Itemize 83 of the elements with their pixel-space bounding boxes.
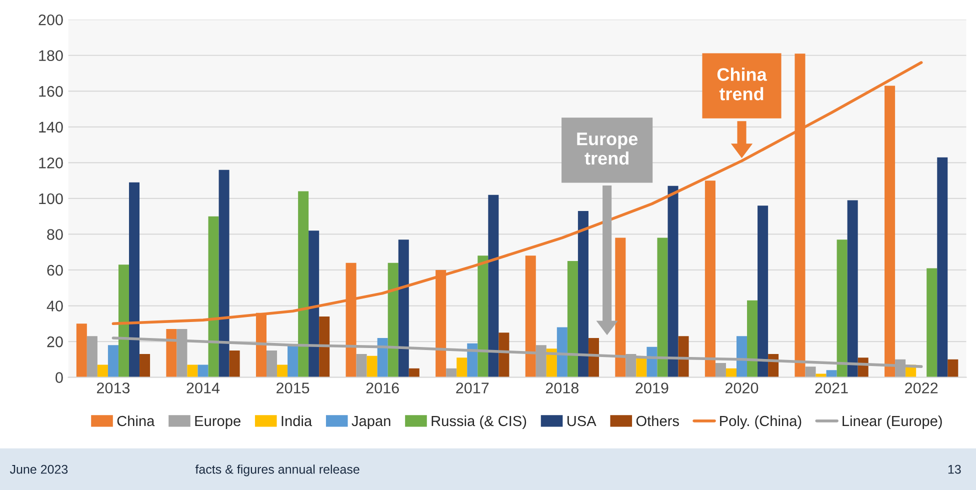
legend-label: India xyxy=(282,415,312,426)
x-tick-label: 2018 xyxy=(546,382,579,394)
bar xyxy=(758,206,768,378)
y-tick-label: 20 xyxy=(47,336,63,348)
bar xyxy=(118,264,129,378)
bar xyxy=(218,170,230,378)
bar xyxy=(377,338,388,378)
annotation: Europe trend xyxy=(577,132,638,165)
legend-label: Poly. (China) xyxy=(720,415,802,430)
x-tick-label: 2013 xyxy=(96,382,130,394)
x-tick-label: 2016 xyxy=(366,382,399,394)
bar xyxy=(398,240,409,378)
bar xyxy=(847,200,858,378)
x-tick-label: 2022 xyxy=(905,382,938,394)
y-tick-label: 120 xyxy=(39,158,63,168)
bar xyxy=(567,261,578,378)
y-tick-label: 160 xyxy=(39,86,63,97)
bar xyxy=(76,324,87,378)
x-tick-label: 2020 xyxy=(726,382,758,394)
x-tick-label: 2015 xyxy=(276,382,310,394)
bar xyxy=(187,364,198,378)
x-tick-label: 2014 xyxy=(186,382,220,394)
bar xyxy=(166,329,177,378)
bar xyxy=(736,336,748,378)
y-tick-label: 180 xyxy=(39,50,63,62)
x-tick-label: 2021 xyxy=(815,382,848,394)
bar xyxy=(86,336,98,378)
bar xyxy=(747,300,758,378)
bar xyxy=(288,345,298,378)
annotation: China trend xyxy=(717,68,767,100)
bar xyxy=(208,216,219,378)
bar xyxy=(478,256,488,378)
bar xyxy=(277,364,288,378)
text: June 2023 xyxy=(10,464,68,474)
bar xyxy=(525,256,536,378)
x-tick-label: 2017 xyxy=(456,382,489,394)
bar xyxy=(926,268,938,378)
legend-label: USA xyxy=(567,416,596,426)
bar xyxy=(657,238,668,378)
y-tick-label: 80 xyxy=(47,229,63,240)
text: 13 xyxy=(948,464,961,474)
bar xyxy=(97,364,108,378)
bar xyxy=(308,230,320,378)
bar xyxy=(198,364,208,378)
bar xyxy=(836,240,848,378)
bar xyxy=(636,358,647,378)
bar xyxy=(668,186,678,378)
bar xyxy=(128,182,140,378)
x-tick-label: 2019 xyxy=(636,382,668,394)
bar xyxy=(948,359,958,378)
legend-label: Russia (& CIS) xyxy=(432,415,526,430)
legend-label: Japan xyxy=(352,416,390,430)
text: facts & figures annual release xyxy=(195,464,360,476)
bar xyxy=(319,316,330,378)
bar xyxy=(488,194,499,378)
y-tick-label: 100 xyxy=(39,193,63,204)
bar xyxy=(266,350,278,378)
legend-label: Others xyxy=(636,415,679,426)
legend-label: Europe xyxy=(195,416,240,430)
bar xyxy=(498,332,510,378)
bar xyxy=(229,350,240,378)
bar xyxy=(556,327,568,378)
y-tick-label: 60 xyxy=(47,264,63,276)
bar xyxy=(388,262,398,378)
y-tick-label: 140 xyxy=(39,122,63,133)
bar xyxy=(298,191,309,378)
bar xyxy=(937,157,948,378)
bar xyxy=(356,354,367,378)
bar xyxy=(678,336,689,378)
bar xyxy=(826,370,837,378)
y-tick-label: 40 xyxy=(46,300,63,312)
legend-label: China xyxy=(117,415,155,426)
legend-label: Linear (Europe) xyxy=(842,415,942,430)
bar xyxy=(456,358,468,378)
bar xyxy=(588,338,599,378)
bar xyxy=(366,356,378,378)
bar xyxy=(715,362,726,378)
bar xyxy=(805,366,816,378)
y-tick-label: 200 xyxy=(38,14,63,26)
bar xyxy=(108,345,118,378)
y-tick-label: 0 xyxy=(56,372,63,383)
bar xyxy=(578,210,588,378)
bar xyxy=(140,354,150,378)
